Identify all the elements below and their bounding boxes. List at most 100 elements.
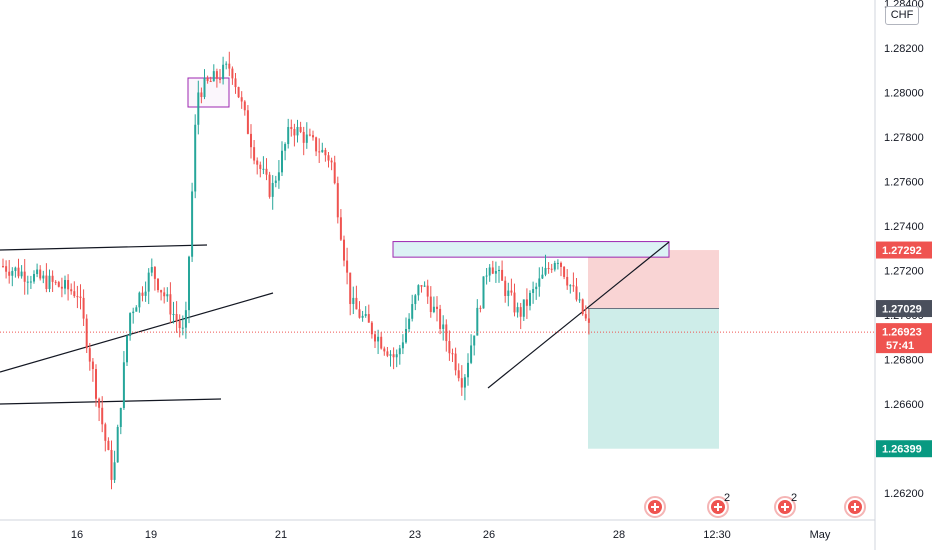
time-tick-label: 12:30 <box>703 529 731 541</box>
candle-body <box>460 378 463 388</box>
candle-body <box>358 309 361 318</box>
candle-body <box>377 336 380 342</box>
time-tick-label: 16 <box>71 529 83 541</box>
candle-body <box>395 354 398 358</box>
price-badge-label: 1.26399 <box>882 444 922 456</box>
countdown-timer: 57:41 <box>886 340 914 352</box>
candle-body <box>392 354 395 358</box>
candle-body <box>327 155 330 161</box>
candle-body <box>308 134 311 136</box>
candle-body <box>566 276 569 286</box>
candle-body <box>119 407 122 427</box>
candle-body <box>389 354 392 356</box>
candle-body <box>184 310 187 328</box>
candle-body <box>370 322 373 335</box>
candle-body <box>51 275 54 282</box>
candle-body <box>250 133 252 148</box>
candle-body <box>175 314 178 321</box>
currency-label[interactable]: CHF <box>885 6 919 25</box>
candle-body <box>510 290 513 293</box>
flag-icon[interactable]: 2 <box>774 492 797 518</box>
candle-body <box>439 308 442 329</box>
candle-body <box>339 217 342 240</box>
candle-body <box>488 267 491 276</box>
candle-body <box>436 306 438 309</box>
candle-body <box>45 275 48 289</box>
candle-body <box>277 172 280 181</box>
candle-body <box>135 307 138 312</box>
price-tick-label: 1.27600 <box>884 177 924 189</box>
candle-body <box>529 292 531 306</box>
candle-body <box>26 281 29 283</box>
candle-body <box>85 318 88 349</box>
event-count: 2 <box>724 492 730 504</box>
candle-body <box>132 311 135 314</box>
candle-body <box>290 127 293 130</box>
candles <box>2 51 590 490</box>
candle-body <box>560 262 562 267</box>
flag-icon[interactable] <box>844 496 866 518</box>
time-tick-label: 19 <box>145 529 157 541</box>
candle-body <box>191 191 194 257</box>
candle-body <box>225 63 228 65</box>
time-tick-label: 21 <box>275 529 287 541</box>
candle-body <box>525 299 528 306</box>
candle-body <box>494 271 497 274</box>
candle-body <box>405 329 407 343</box>
time-axis[interactable]: 16 19 21 23 26 28 12:30 May <box>71 529 831 541</box>
candle-body <box>420 285 423 287</box>
event-icon-cross <box>651 506 659 508</box>
rising-wedge-line <box>487 241 670 389</box>
drawings <box>0 77 670 405</box>
time-tick-label: 28 <box>613 529 625 541</box>
candle-body <box>482 276 485 309</box>
candle-body <box>367 314 370 323</box>
candle-body <box>48 275 51 289</box>
candle-body <box>346 260 349 273</box>
candle-body <box>203 77 206 98</box>
candle-body <box>29 281 32 283</box>
candle-body <box>401 342 404 349</box>
candle-body <box>501 269 504 281</box>
candle-body <box>169 294 172 315</box>
candle-body <box>476 307 479 336</box>
candle-body <box>352 297 355 305</box>
uk-flag-icon[interactable]: 2 <box>707 492 730 518</box>
candle-body <box>215 71 218 79</box>
candle-body <box>153 267 156 279</box>
candle-body <box>144 291 147 296</box>
candle-body <box>479 307 482 309</box>
candle-body <box>336 183 339 218</box>
candle-body <box>426 285 429 297</box>
flag-icon[interactable] <box>644 496 666 518</box>
candle-body <box>293 129 296 136</box>
candle-body <box>361 315 364 318</box>
candle-body <box>454 353 457 371</box>
candle-body <box>67 280 70 290</box>
candle-body <box>64 280 66 289</box>
candle-body <box>507 290 510 296</box>
candle-body <box>166 294 169 297</box>
candle-body <box>57 282 60 287</box>
candle-body <box>181 327 184 329</box>
candle-body <box>451 353 454 355</box>
candle-body <box>129 313 132 336</box>
price-badge-label: 1.26923 <box>882 327 922 339</box>
candle-body <box>33 274 35 282</box>
candle-body <box>147 272 150 292</box>
candle-body <box>116 426 119 463</box>
candle-body <box>268 174 271 197</box>
candle-body <box>541 274 544 279</box>
event-icon-cross <box>851 506 859 508</box>
candle-body <box>95 369 97 399</box>
candle-body <box>578 299 581 301</box>
candle-body <box>246 110 249 134</box>
candle-body <box>364 314 367 316</box>
candle-body <box>498 269 500 272</box>
candle-body <box>228 63 231 69</box>
candle-body <box>445 324 448 342</box>
candle-body <box>333 162 336 184</box>
candle-body <box>429 296 432 313</box>
